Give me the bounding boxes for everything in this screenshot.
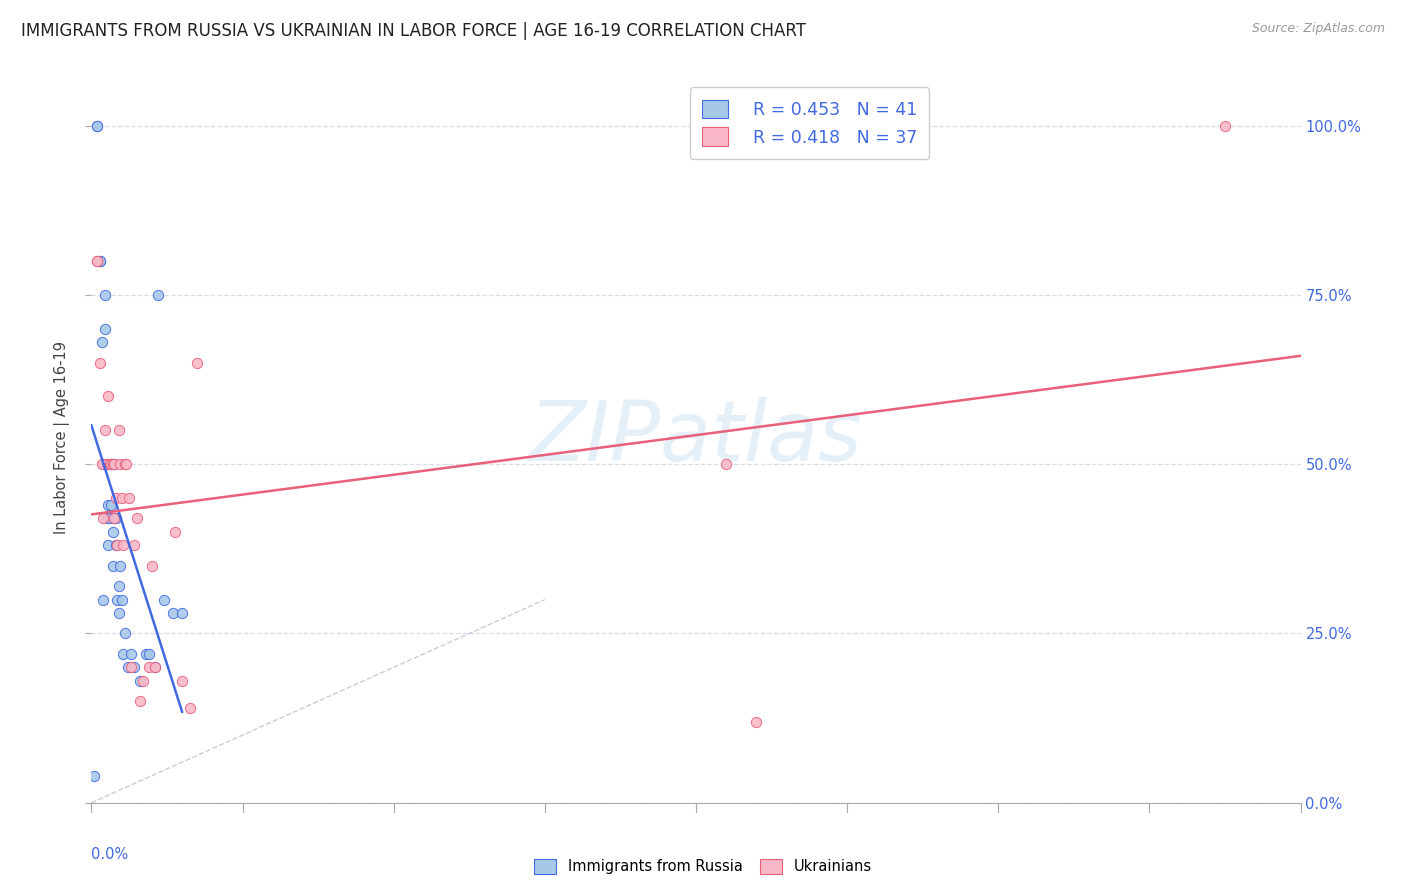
Point: [122, 660, 145, 674]
Point: [94, 288, 117, 302]
Point: [97, 498, 120, 512]
Point: [114, 626, 136, 640]
Point: [101, 457, 124, 471]
Point: [93, 457, 115, 471]
Point: [104, 491, 127, 505]
Point: [120, 647, 142, 661]
Point: [91, 335, 114, 350]
Point: [89, 254, 111, 268]
Point: [111, 592, 132, 607]
Point: [162, 606, 184, 620]
Point: [1213, 119, 1236, 133]
Point: [163, 524, 186, 539]
Point: [122, 538, 145, 552]
Point: [103, 457, 125, 471]
Point: [105, 592, 128, 607]
Point: [96, 511, 118, 525]
Point: [172, 673, 194, 688]
Point: [112, 538, 135, 552]
Point: [138, 660, 160, 674]
Point: [103, 457, 125, 471]
Point: [107, 579, 129, 593]
Point: [93, 592, 115, 607]
Point: [107, 606, 129, 620]
Point: [103, 511, 125, 525]
Point: [118, 491, 141, 505]
Point: [143, 660, 166, 674]
Point: [86, 254, 108, 268]
Point: [120, 660, 142, 674]
Point: [186, 355, 208, 369]
Point: [100, 457, 122, 471]
Text: IMMIGRANTS FROM RUSSIA VS UKRAINIAN IN LABOR FORCE | AGE 16-19 CORRELATION CHART: IMMIGRANTS FROM RUSSIA VS UKRAINIAN IN L…: [21, 22, 806, 40]
Point: [101, 524, 124, 539]
Text: Source: ZipAtlas.com: Source: ZipAtlas.com: [1251, 22, 1385, 36]
Point: [86, 119, 108, 133]
Point: [714, 457, 737, 471]
Point: [89, 355, 111, 369]
Point: [146, 288, 169, 302]
Point: [103, 511, 125, 525]
Point: [128, 673, 150, 688]
Point: [135, 647, 157, 661]
Point: [94, 322, 117, 336]
Point: [93, 511, 115, 525]
Point: [98, 457, 121, 471]
Point: [96, 457, 118, 471]
Point: [112, 647, 135, 661]
Point: [111, 491, 132, 505]
Point: [86, 119, 108, 133]
Point: [105, 538, 128, 552]
Point: [83, 769, 105, 783]
Point: [89, 254, 111, 268]
Text: ZIPatlas: ZIPatlas: [529, 397, 863, 477]
Point: [125, 511, 148, 525]
Point: [97, 538, 120, 552]
Legend:   R = 0.453   N = 41,   R = 0.418   N = 37: R = 0.453 N = 41, R = 0.418 N = 37: [689, 87, 929, 159]
Point: [132, 673, 155, 688]
Point: [115, 457, 138, 471]
Point: [86, 254, 108, 268]
Point: [114, 457, 136, 471]
Point: [141, 558, 163, 573]
Point: [101, 558, 124, 573]
Point: [153, 592, 176, 607]
Point: [94, 423, 117, 437]
Point: [179, 701, 201, 715]
Point: [91, 457, 114, 471]
Legend: Immigrants from Russia, Ukrainians: Immigrants from Russia, Ukrainians: [529, 853, 877, 880]
Y-axis label: In Labor Force | Age 16-19: In Labor Force | Age 16-19: [53, 341, 70, 533]
Point: [108, 457, 131, 471]
Point: [96, 457, 118, 471]
Point: [104, 538, 127, 552]
Point: [107, 423, 129, 437]
Point: [745, 714, 768, 729]
Point: [143, 660, 166, 674]
Point: [97, 389, 120, 403]
Text: 0.0%: 0.0%: [91, 847, 128, 862]
Point: [108, 558, 131, 573]
Point: [98, 511, 121, 525]
Point: [128, 694, 150, 708]
Point: [104, 511, 127, 525]
Point: [172, 606, 194, 620]
Point: [117, 660, 139, 674]
Point: [138, 647, 160, 661]
Point: [100, 498, 122, 512]
Point: [100, 457, 122, 471]
